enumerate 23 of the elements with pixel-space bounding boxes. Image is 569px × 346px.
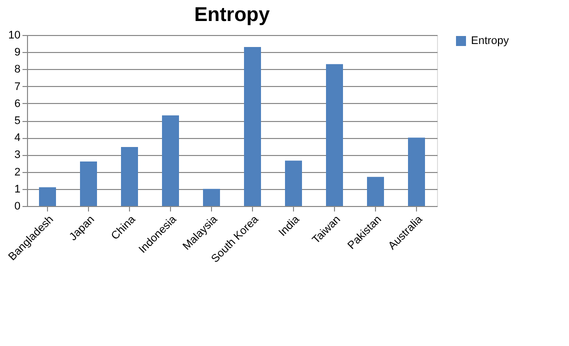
y-tick-label: 2: [14, 166, 20, 178]
y-tick-label: 1: [14, 183, 20, 196]
bar: [326, 64, 343, 206]
bar: [408, 138, 425, 206]
y-tick-label: 3: [14, 149, 20, 162]
y-tick-label: 7: [14, 80, 20, 93]
bar: [203, 188, 220, 206]
bar: [244, 46, 261, 206]
y-tick-label: 6: [14, 98, 20, 110]
y-tick-label: 9: [14, 46, 20, 59]
y-tick-label: 0: [14, 200, 20, 212]
bar: [121, 147, 138, 206]
legend-label: Entropy: [471, 35, 510, 47]
bar: [285, 160, 302, 206]
chart-title: Entropy: [194, 4, 271, 26]
y-tick-label: 8: [14, 64, 20, 76]
y-tick-label: 5: [14, 115, 20, 127]
bar: [39, 187, 56, 206]
y-tick-label: 10: [8, 30, 20, 42]
bar: [367, 176, 384, 206]
y-tick-label: 4: [14, 132, 20, 144]
bar: [162, 115, 179, 206]
bar: [80, 162, 97, 206]
